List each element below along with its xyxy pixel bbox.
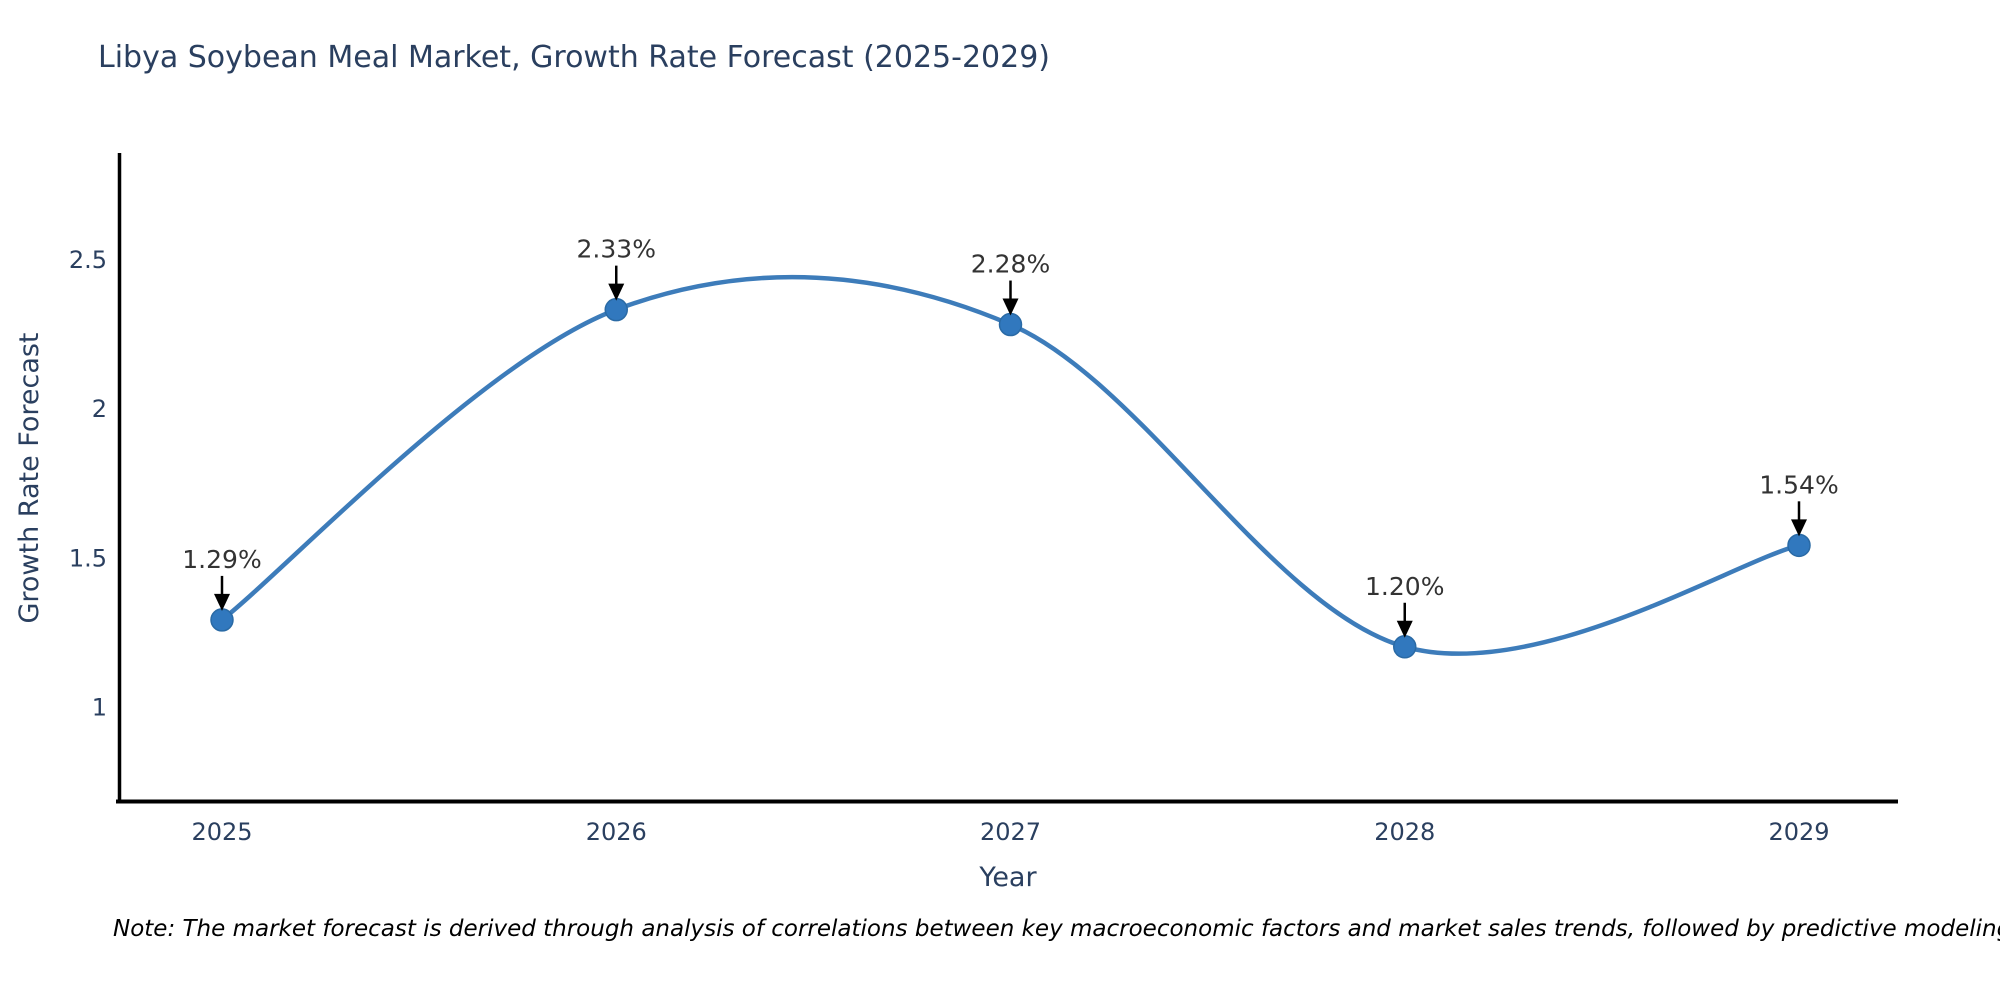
methodology-note: Note: The market forecast is derived thr… xyxy=(113,916,2000,942)
x-axis-tick-labels: 2025 2026 2027 2028 2029 xyxy=(191,818,1829,846)
data-point-marker xyxy=(604,297,628,322)
data-point-marker xyxy=(1393,635,1417,659)
y-tick-label: 1 xyxy=(92,693,107,721)
annotation-arrow-head xyxy=(1396,620,1413,638)
chart-title: Libya Soybean Meal Market, Growth Rate F… xyxy=(98,40,1051,75)
y-tick-label: 2 xyxy=(92,395,107,423)
point-value-label: 2.28% xyxy=(971,250,1050,279)
x-tick-label: 2027 xyxy=(980,818,1041,846)
data-point-marker xyxy=(998,312,1023,337)
y-tick-label: 2.5 xyxy=(69,246,107,274)
annotation-arrow-head xyxy=(214,593,230,611)
y-axis-title: Growth Rate Forecast xyxy=(14,332,45,623)
y-tick-label: 1.5 xyxy=(69,544,107,572)
x-tick-label: 2026 xyxy=(586,818,647,846)
data-point-marker xyxy=(1787,533,1811,558)
forecast-line-series xyxy=(210,274,1811,659)
point-value-label: 1.20% xyxy=(1365,572,1444,601)
x-tick-label: 2029 xyxy=(1768,818,1829,846)
point-value-label: 1.54% xyxy=(1759,470,1838,499)
point-value-label: 1.29% xyxy=(182,545,261,574)
x-tick-label: 2028 xyxy=(1374,818,1435,846)
annotation-arrow-head xyxy=(1791,519,1807,537)
point-value-label: 2.33% xyxy=(577,235,656,264)
point-annotations: 1.29% 2.33% 2.28% 1.20% 1.54% xyxy=(182,235,1839,638)
data-point-marker xyxy=(210,608,234,632)
y-axis-tick-labels: 1 1.5 2 2.5 xyxy=(69,246,107,722)
annotation-arrow-head xyxy=(608,283,625,301)
annotation-arrow-head xyxy=(1002,298,1019,316)
x-tick-label: 2025 xyxy=(191,818,252,846)
x-axis-title: Year xyxy=(978,862,1037,893)
